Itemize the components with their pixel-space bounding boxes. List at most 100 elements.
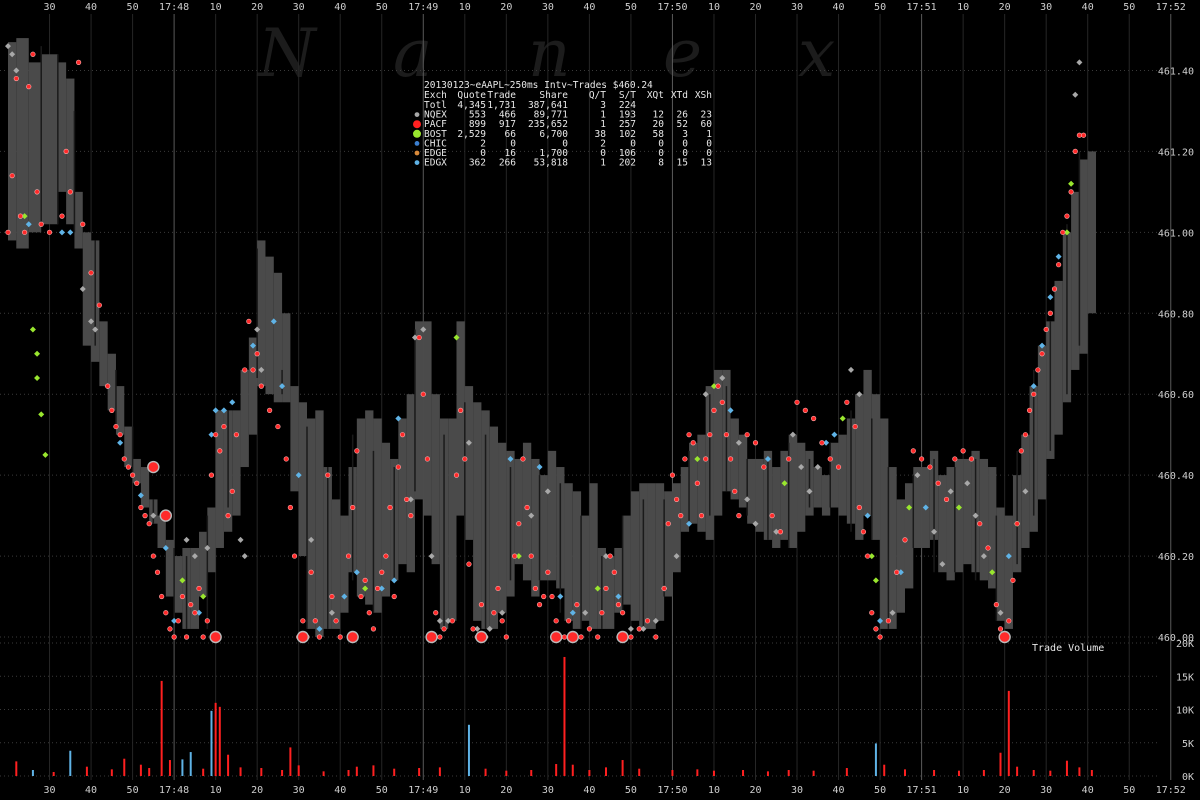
trade-point — [213, 432, 219, 438]
quote-point — [38, 411, 45, 418]
quote-band-segment — [1037, 345, 1047, 500]
quote-band-segment — [140, 467, 150, 508]
volume-bar — [85, 766, 88, 776]
trade-point — [449, 618, 455, 624]
trade-point — [399, 432, 406, 438]
quote-band-segment — [821, 475, 831, 516]
trade-point — [1018, 448, 1024, 454]
trade-point — [138, 504, 144, 511]
x-tick-label-top: 50 — [127, 2, 139, 13]
legend-cell: 466 — [499, 110, 516, 121]
quote-point — [88, 318, 95, 325]
volume-bar — [604, 767, 607, 776]
trade-point — [316, 634, 323, 640]
quote-band-segment — [165, 539, 175, 597]
x-tick-label-top: 17:50 — [657, 2, 687, 13]
volume-bar — [218, 706, 221, 776]
quote-point — [279, 383, 286, 390]
trade-point — [254, 351, 260, 357]
trade-point — [275, 423, 281, 430]
volume-bar — [957, 770, 960, 776]
quote-point — [13, 67, 20, 74]
trade-point — [308, 569, 314, 575]
quote-band-segment — [82, 232, 92, 346]
trade-point — [566, 618, 572, 624]
quote-point — [196, 609, 203, 616]
legend-header: XTd — [671, 90, 688, 101]
trade-point — [287, 504, 293, 511]
trade-point — [17, 213, 24, 219]
trade-point — [1056, 262, 1062, 268]
trade-point — [835, 464, 842, 470]
trade-point — [46, 229, 53, 235]
quote-band-segment — [689, 442, 698, 524]
quote-band-segment — [207, 507, 216, 573]
x-tick-label-bottom: 20 — [251, 785, 263, 796]
y-tick-label: 460.20 — [1158, 552, 1194, 563]
legend-header: XQt — [647, 90, 664, 101]
quote-band-segment — [157, 515, 166, 548]
trade-point — [146, 521, 152, 527]
quote-point — [42, 451, 49, 458]
quote-point — [557, 593, 564, 600]
quote-point — [744, 496, 751, 503]
trade-point — [312, 618, 318, 624]
quote-point — [702, 391, 709, 398]
quote-band-segment — [456, 321, 465, 516]
trade-point — [113, 423, 119, 430]
trade-point — [1026, 407, 1033, 413]
volume-bar — [1049, 770, 1052, 776]
quote-band-segment — [306, 418, 316, 629]
legend-cell: 362 — [469, 158, 486, 169]
trade-point — [918, 456, 925, 462]
legend-cell: 89,771 — [534, 110, 569, 121]
trade-point — [885, 618, 891, 624]
trade-point — [491, 610, 497, 616]
quote-point — [848, 366, 855, 373]
trade-point — [229, 488, 235, 494]
trade-point — [1014, 521, 1020, 527]
quote-point — [528, 512, 535, 519]
trade-point — [844, 399, 850, 405]
quote-point — [972, 512, 979, 519]
x-tick-label-bottom: 10 — [210, 785, 222, 796]
y-tick-label: 460.00 — [1158, 633, 1194, 644]
trade-point — [337, 634, 343, 640]
trade-point — [26, 84, 32, 90]
trade-point — [777, 529, 784, 535]
trade-point — [902, 537, 908, 543]
x-tick-label-bottom: 17:52 — [1156, 785, 1186, 796]
trade-point — [117, 432, 123, 438]
volume-tick-label: 0K — [1182, 772, 1194, 783]
quote-point — [781, 480, 788, 487]
trade-point — [512, 553, 518, 559]
legend-cell: PACF — [424, 119, 447, 130]
trade-point — [366, 610, 372, 616]
quote-band-segment — [855, 394, 864, 540]
trade-point — [599, 610, 605, 616]
trade-point — [163, 610, 169, 616]
quote-point — [117, 439, 124, 446]
quote-band-segment — [664, 491, 673, 597]
x-tick-label-bottom: 40 — [583, 785, 595, 796]
quote-band-segment — [240, 369, 249, 468]
legend-cell: 3 — [600, 100, 606, 111]
legend-cell: 38 — [595, 129, 607, 140]
legend-cell: EDGE — [424, 148, 447, 159]
quote-band-segment — [697, 434, 706, 532]
x-tick-label-top: 17:51 — [907, 2, 937, 13]
volume-bar — [563, 656, 566, 776]
volume-bar — [438, 767, 441, 776]
x-tick-label-top: 20 — [999, 2, 1011, 13]
legend-cell: 3 — [682, 129, 688, 140]
trade-point — [416, 334, 422, 341]
quote-band-segment — [564, 483, 573, 621]
x-tick-label-bottom: 50 — [127, 785, 139, 796]
large-trade-point — [616, 630, 629, 644]
volume-bars — [15, 656, 1093, 776]
trade-point — [458, 407, 464, 413]
quote-point — [764, 455, 771, 462]
trade-point — [96, 302, 102, 308]
legend-cell: 224 — [619, 100, 636, 111]
